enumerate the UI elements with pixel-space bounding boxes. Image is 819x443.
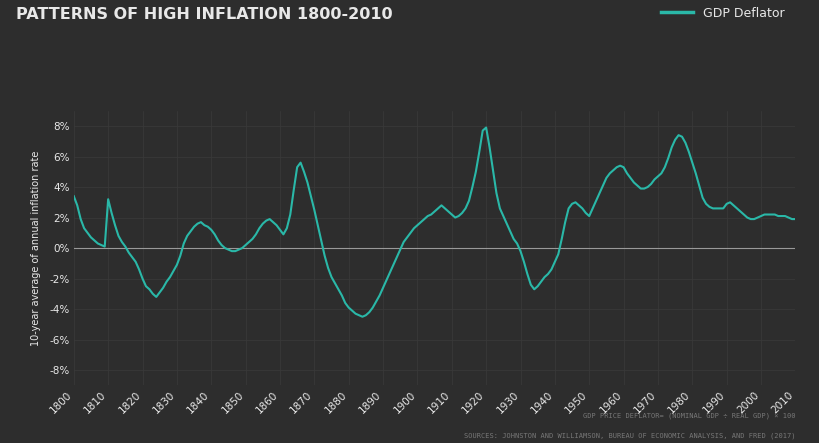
Legend: GDP Deflator: GDP Deflator xyxy=(655,2,788,25)
Text: SOURCES: JOHNSTON AND WILLIAMSON, BUREAU OF ECONOMIC ANALYSIS, AND FRED (2017): SOURCES: JOHNSTON AND WILLIAMSON, BUREAU… xyxy=(464,432,794,439)
Y-axis label: 10-year average of annual inflation rate: 10-year average of annual inflation rate xyxy=(31,150,41,346)
Text: PATTERNS OF HIGH INFLATION 1800-2010: PATTERNS OF HIGH INFLATION 1800-2010 xyxy=(16,7,392,22)
Text: GDP PRICE DEFLATOR= (NOMINAL GDP ÷ REAL GDP) × 100: GDP PRICE DEFLATOR= (NOMINAL GDP ÷ REAL … xyxy=(582,412,794,419)
